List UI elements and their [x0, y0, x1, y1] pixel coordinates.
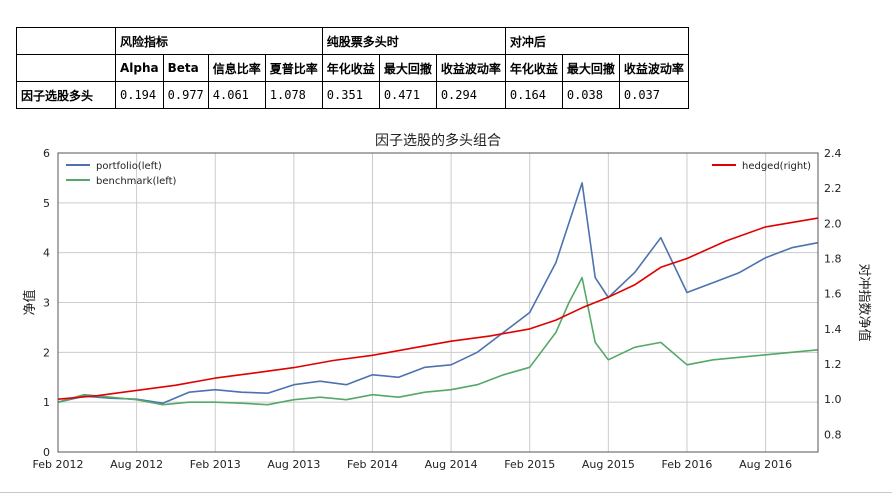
series-line-benchmarkleft — [57, 276, 819, 406]
y-tick-label-right: 1.2 — [824, 358, 842, 371]
column-header: 年化收益 — [321, 54, 380, 82]
table-row: 因子选股多头 0.194 0.977 4.061 1.078 0.351 0.4… — [16, 81, 689, 109]
legend-label: portfolio(left) — [96, 161, 162, 172]
line-chart: 0 1 2 3 4 5 6 0.8 1.0 1.2 1.4 1.6 1.8 2.0 2.2 2.4 Feb 20… — [22, 132, 872, 471]
y-tick-label-right: 2.4 — [824, 147, 842, 160]
y-tick-label-left: 4 — [43, 247, 50, 260]
table-cell: 0.194 — [115, 81, 164, 109]
column-header: 夏普比率 — [264, 54, 323, 82]
column-header: 年化收益 — [504, 54, 563, 82]
y-tick-label-right: 2.2 — [824, 182, 842, 195]
x-tick-label: Aug 2016 — [739, 458, 792, 471]
x-tick-label: Feb 2015 — [504, 458, 555, 471]
column-header: Beta — [162, 54, 209, 82]
column-header: 最大回撤 — [561, 54, 620, 82]
y-tick-label-right: 1.0 — [824, 393, 842, 406]
y-tick-label-right: 0.8 — [824, 428, 842, 441]
table-cell: 0.471 — [378, 81, 437, 109]
x-tick-label: Aug 2013 — [267, 458, 320, 471]
table-column-header-row: Alpha Beta 信息比率 夏普比率 年化收益 最大回撤 收益波动率 年化收… — [16, 54, 689, 82]
row-label: 因子选股多头 — [16, 81, 116, 109]
series-line-portfolioleft — [57, 182, 819, 405]
table-cell: 0.037 — [618, 81, 689, 109]
column-header: Alpha — [115, 54, 164, 82]
y-tick-label-right: 1.8 — [824, 253, 842, 266]
table-cell: 1.078 — [264, 81, 323, 109]
table-cell: 0.164 — [504, 81, 563, 109]
legend-label: benchmark(left) — [96, 176, 177, 187]
plot-frame — [57, 152, 819, 453]
x-tick-label: Aug 2014 — [425, 458, 478, 471]
y-tick-label-left: 5 — [43, 197, 50, 210]
table-cell: 0.977 — [162, 81, 209, 109]
table-cell: 4.061 — [207, 81, 266, 109]
group-header-hedged: 对冲后 — [504, 27, 689, 55]
column-header: 收益波动率 — [618, 54, 689, 82]
table-corner-cell — [16, 54, 116, 82]
y-tick-label-left: 1 — [43, 396, 50, 409]
y-tick-label-right: 2.0 — [824, 217, 842, 230]
x-tick-label: Aug 2015 — [582, 458, 635, 471]
y-tick-label-left: 6 — [43, 147, 50, 160]
table-cell: 0.038 — [561, 81, 620, 109]
group-header-long-only: 纯股票多头时 — [321, 27, 506, 55]
table-corner-cell — [16, 27, 116, 55]
group-header-risk: 风险指标 — [115, 27, 323, 55]
chart-title: 因子选股的多头组合 — [375, 132, 501, 149]
legend-label: hedged(right) — [742, 161, 811, 172]
y-tick-label-right: 1.4 — [824, 323, 842, 336]
column-header: 收益波动率 — [435, 54, 506, 82]
y-axis-label-right: 对冲指数净值 — [856, 263, 872, 341]
series-line-hedgedright — [57, 217, 819, 400]
y-tick-label-left: 3 — [43, 297, 50, 310]
y-tick-label-left: 2 — [43, 346, 50, 359]
divider — [0, 492, 892, 493]
table-group-header-row: 风险指标 纯股票多头时 对冲后 — [16, 27, 689, 55]
x-tick-label: Aug 2012 — [110, 458, 163, 471]
column-header: 信息比率 — [207, 54, 266, 82]
x-tick-label: Feb 2013 — [190, 458, 241, 471]
table-cell: 0.294 — [435, 81, 506, 109]
y-tick-label-right: 1.6 — [824, 288, 842, 301]
x-tick-label: Feb 2014 — [347, 458, 398, 471]
x-tick-label: Feb 2016 — [661, 458, 712, 471]
x-tick-label: Feb 2012 — [33, 458, 84, 471]
metrics-table: 风险指标 纯股票多头时 对冲后 Alpha Beta 信息比率 夏普比率 年化收… — [16, 27, 689, 109]
column-header: 最大回撤 — [378, 54, 437, 82]
y-axis-label-left: 净值 — [22, 289, 38, 315]
y-tick-label-left: 0 — [43, 446, 50, 459]
table-cell: 0.351 — [321, 81, 380, 109]
